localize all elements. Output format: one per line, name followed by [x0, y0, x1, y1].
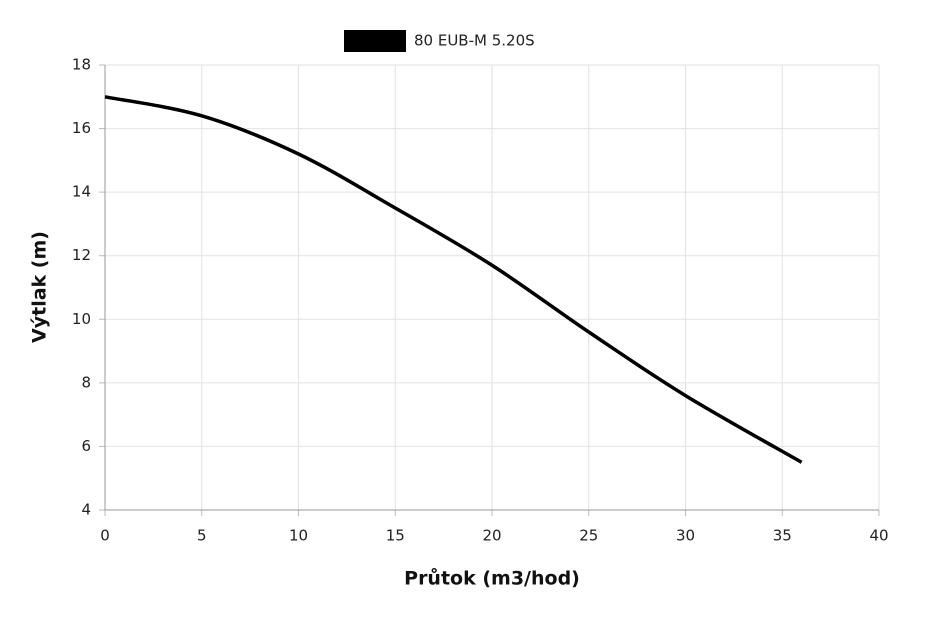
- x-tick-label: 15: [386, 527, 405, 545]
- y-tick-label: 8: [81, 373, 91, 391]
- x-tick-label: 35: [773, 527, 792, 545]
- y-axis-title: Výtlak (m): [29, 231, 51, 343]
- y-tick-label: 4: [81, 501, 91, 519]
- line: [104, 95, 803, 464]
- x-tick-label: 5: [197, 527, 207, 545]
- y-tick-label: 6: [81, 437, 91, 455]
- y-tick-label: 18: [72, 56, 91, 74]
- y-tick-label: 12: [72, 246, 91, 264]
- x-tick-label: 20: [482, 527, 501, 545]
- legend-swatch: [344, 30, 406, 52]
- x-tick-label: 30: [676, 527, 695, 545]
- y-tick-label: 16: [72, 119, 91, 137]
- x-axis-title: Průtok (m3/hod): [404, 567, 580, 590]
- x-tick-label: 10: [289, 527, 308, 545]
- legend-label: 80 EUB-M 5.20S: [414, 32, 535, 50]
- x-tick-label: 40: [869, 527, 888, 545]
- y-tick-label: 10: [72, 310, 91, 328]
- x-tick-label: 0: [100, 527, 110, 545]
- x-tick-label: 25: [579, 527, 598, 545]
- y-tick-label: 14: [72, 183, 91, 201]
